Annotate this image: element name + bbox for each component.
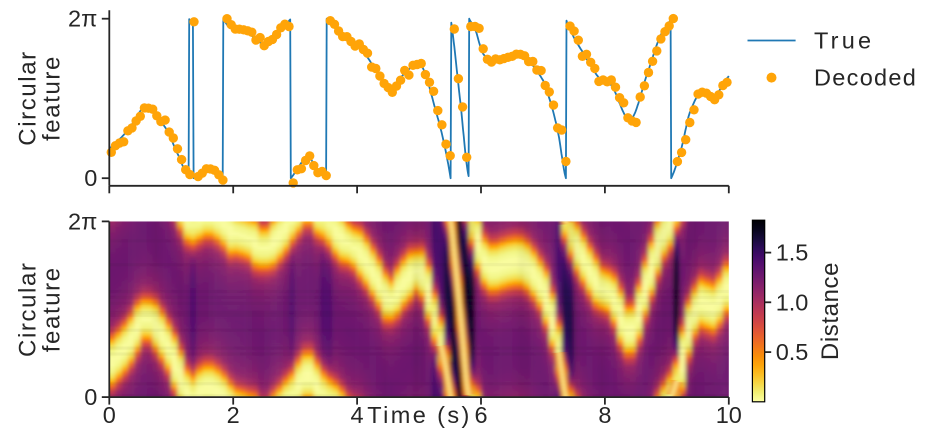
svg-text:Time (s): Time (s) — [367, 402, 471, 428]
svg-text:10: 10 — [716, 402, 742, 428]
svg-text:1.5: 1.5 — [776, 240, 809, 266]
svg-text:0: 0 — [84, 384, 97, 410]
svg-text:4: 4 — [351, 402, 364, 428]
svg-text:feature: feature — [38, 266, 65, 352]
svg-text:2π: 2π — [68, 208, 97, 234]
svg-text:Circular: Circular — [15, 50, 42, 145]
svg-text:Decoded: Decoded — [814, 65, 917, 91]
svg-text:Circular: Circular — [14, 262, 41, 357]
svg-text:8: 8 — [598, 402, 611, 428]
svg-text:0.5: 0.5 — [776, 339, 809, 365]
svg-text:2: 2 — [227, 402, 240, 428]
svg-text:True: True — [814, 28, 874, 54]
svg-text:0: 0 — [84, 165, 97, 191]
svg-text:feature: feature — [39, 55, 66, 141]
svg-text:6: 6 — [474, 402, 487, 428]
svg-text:1.0: 1.0 — [776, 289, 809, 315]
svg-text:Distance: Distance — [817, 262, 844, 360]
svg-text:0: 0 — [103, 402, 116, 428]
svg-text:2π: 2π — [68, 6, 97, 32]
